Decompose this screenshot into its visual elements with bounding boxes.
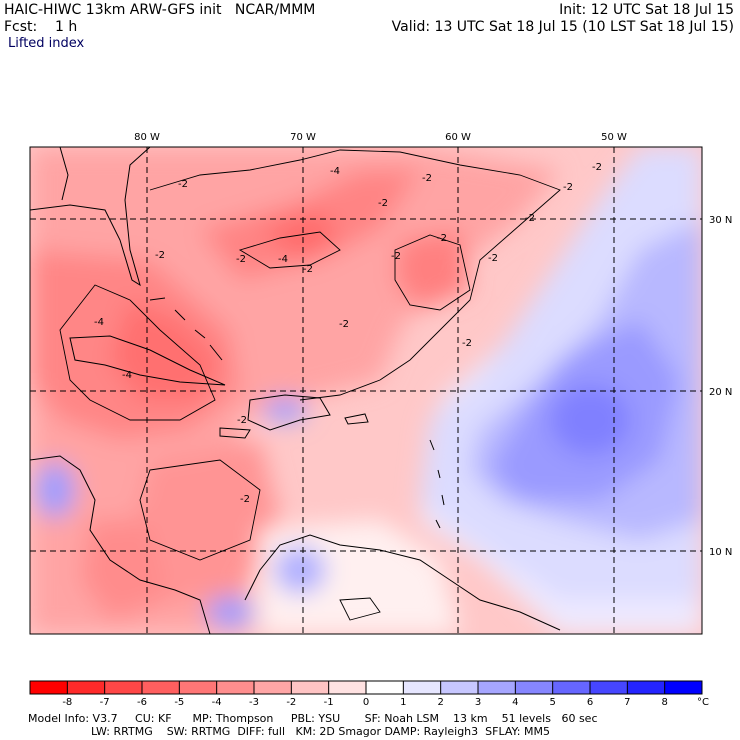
colorbar-tick-label: -1: [324, 697, 334, 708]
contour-label: -4: [330, 166, 340, 177]
colorbar-swatch: [627, 681, 666, 694]
colorbar-swatch: [67, 681, 106, 694]
colorbar-swatch: [142, 681, 180, 694]
colorbar-tick-label: -2: [286, 697, 296, 708]
map-border: [29, 146, 703, 635]
contour-label: -2: [236, 254, 246, 265]
colorbar-tick-label: -5: [174, 697, 184, 708]
colorbar-swatch: [366, 681, 404, 694]
contour-label: -4: [122, 370, 132, 381]
contour-lines: [59, 149, 561, 621]
contour-label: -2: [422, 173, 432, 184]
contour-label: -2: [155, 250, 165, 261]
colorbar-tick-label: -3: [249, 697, 259, 708]
colorbar-swatch: [216, 681, 255, 694]
contour-label: -2: [378, 198, 388, 209]
contour-label: -2: [178, 179, 188, 190]
colorbar-tick-label: 7: [624, 697, 630, 708]
contour-labels: -2 -2 -2 -2 -2 -2 -2 -2 -2 -2 -2 -2 -2 -…: [94, 162, 602, 505]
colorbar-swatch: [254, 681, 292, 694]
colorbar-tick-label: 4: [512, 697, 518, 708]
contour-label: -2: [563, 182, 573, 193]
contour-label: -2: [237, 415, 247, 426]
model-title: HAIC-HIWC 13km ARW-GFS init NCAR/MMM: [4, 2, 316, 18]
contour-label: -2: [462, 338, 472, 349]
contour-label: -2: [488, 253, 498, 264]
model-info-line1: Model Info: V3.7 CU: KF MP: Thompson PBL…: [28, 712, 598, 725]
colorbar-tick-label: -8: [62, 697, 72, 708]
forecast-hour: Fcst: 1 h: [4, 19, 78, 35]
colorbar-swatch: [328, 681, 367, 694]
colorbar-tick-label: 0: [363, 697, 369, 708]
lat-lon-grid: [30, 147, 702, 634]
contour-label: -2: [592, 162, 602, 173]
colorbar-swatch: [440, 681, 479, 694]
colorbar-swatch: [30, 681, 68, 694]
colorbar-tick-label: 8: [661, 697, 667, 708]
colorbar-swatch: [403, 681, 442, 694]
init-time: Init: 12 UTC Sat 18 Jul 15: [559, 2, 734, 18]
lat-label: 20 N: [709, 387, 732, 398]
contour-label: -4: [278, 254, 288, 265]
contour-label: -4: [94, 317, 104, 328]
contour-label: -2: [339, 319, 349, 330]
colorbar-unit: °C: [697, 697, 709, 708]
colorbar-swatch: [590, 681, 628, 694]
colorbar-tick-label: -4: [212, 697, 222, 708]
coastlines: [30, 147, 561, 634]
colorbar-tick-label: 6: [587, 697, 593, 708]
colorbar-tick-label: -7: [100, 697, 110, 708]
colorbar-swatch: [515, 681, 554, 694]
contour-label: -2: [525, 213, 535, 224]
contour-label: -2: [303, 264, 313, 275]
contour-label: -2: [391, 251, 401, 262]
colorbar-swatch: [179, 681, 218, 694]
axis-labels: 80 W 70 W 60 W 50 W 30 N 20 N 10 N: [134, 132, 732, 558]
colorbar-swatch: [552, 681, 591, 694]
lon-label: 70 W: [290, 132, 316, 143]
colorbar-tick-label: 3: [475, 697, 481, 708]
colorbar-swatch: [478, 681, 516, 694]
colorbar-ticks: -8 -7 -6 -5 -4 -3 -2 -1 0 1 2 3 4 5 6 7 8: [62, 697, 668, 708]
valid-time: Valid: 13 UTC Sat 18 Jul 15 (10 LST Sat …: [391, 19, 734, 35]
colorbar-tick-label: -6: [137, 697, 147, 708]
lat-label: 30 N: [709, 215, 732, 226]
contour-label: -2: [437, 233, 447, 244]
colorbar-tick-label: 2: [437, 697, 443, 708]
field-name: Lifted index: [8, 36, 85, 51]
colorbar-tick-label: 5: [549, 697, 555, 708]
lon-label: 60 W: [445, 132, 471, 143]
colorbar-swatch: [104, 681, 143, 694]
lon-label: 80 W: [134, 132, 160, 143]
lon-label: 50 W: [601, 132, 627, 143]
lat-label: 10 N: [709, 547, 732, 558]
colorbar-swatch: [291, 681, 330, 694]
contour-label: -2: [240, 494, 250, 505]
colorbar-swatch: [664, 681, 703, 694]
model-info-line2: LW: RRTMG SW: RRTMG DIFF: full KM: 2D Sm…: [28, 725, 550, 738]
colorbar-tick-label: 1: [400, 697, 406, 708]
colorbar: [29, 680, 703, 695]
